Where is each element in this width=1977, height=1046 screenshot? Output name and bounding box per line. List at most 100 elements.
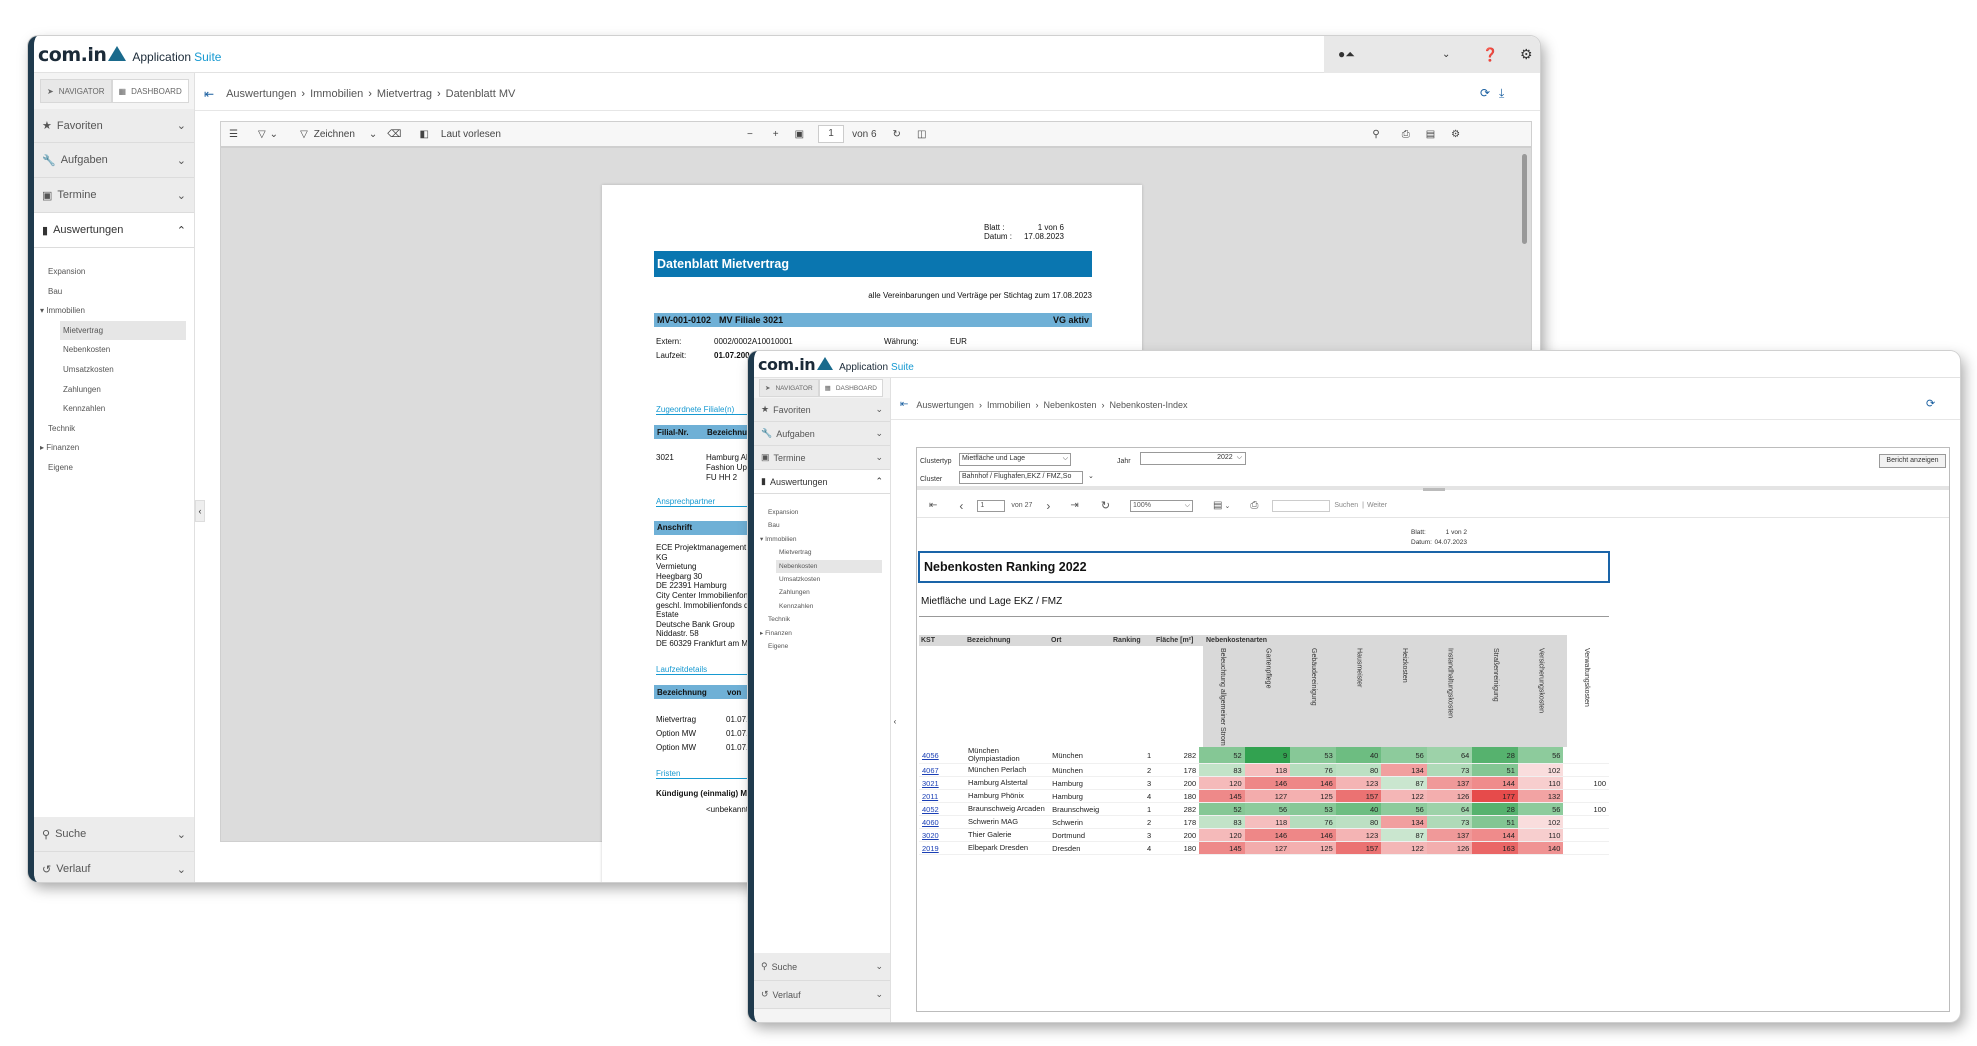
tab-navigator[interactable]: ➤ NAVIGATOR bbox=[40, 79, 112, 103]
tree-item-nebenkosten[interactable]: Nebenkosten bbox=[776, 559, 882, 574]
tab-dashboard[interactable]: ▦ DASHBOARD bbox=[111, 79, 189, 103]
tree-item-immobilien[interactable]: ▾ Immobilien bbox=[754, 533, 890, 546]
tree-item-finanzen[interactable]: ▸ Finanzen bbox=[754, 627, 890, 640]
tree-item-mietvertrag[interactable]: Mietvertrag bbox=[779, 549, 812, 557]
kst-link[interactable]: 3020 bbox=[919, 828, 966, 842]
eraser-icon[interactable]: ⌫ bbox=[387, 128, 402, 140]
save-icon[interactable]: ▤ bbox=[1425, 128, 1436, 140]
page-view-icon[interactable]: ◫ bbox=[916, 128, 927, 140]
kst-link[interactable]: 3021 bbox=[919, 776, 966, 790]
collapse-sidebar-handle[interactable]: ‹ bbox=[893, 717, 897, 726]
collapse-sidebar-handle[interactable]: ‹ bbox=[195, 500, 205, 522]
report-search-input[interactable] bbox=[1272, 499, 1331, 512]
refresh-icon[interactable]: ⟳ bbox=[1480, 86, 1491, 100]
clustertyp-select[interactable]: Mietfläche und Lage ⌵ bbox=[959, 453, 1071, 466]
accordion-aufgaben[interactable]: 🔧 Aufgaben ⌄ bbox=[754, 422, 890, 446]
zoom-out-icon[interactable]: − bbox=[746, 128, 753, 140]
accordion-auswertungen[interactable]: ▮ Auswertungen ⌃ bbox=[34, 213, 194, 248]
kst-link[interactable]: 4052 bbox=[919, 802, 966, 816]
contents-list-icon[interactable]: ☰ bbox=[229, 128, 238, 140]
search-link[interactable]: Suchen bbox=[1334, 502, 1359, 509]
tree-item-kennzahlen[interactable]: Kennzahlen bbox=[779, 602, 814, 610]
accordion-favoriten[interactable]: ★ Favoriten ⌄ bbox=[754, 398, 890, 422]
next-link[interactable]: Weiter bbox=[1366, 502, 1388, 509]
back-to-start-icon[interactable]: ⇤ bbox=[900, 399, 909, 410]
breadcrumb-item[interactable]: Auswertungen bbox=[916, 399, 974, 410]
show-report-button[interactable]: Bericht anzeigen bbox=[1879, 454, 1946, 468]
help-icon[interactable]: ❓ bbox=[1482, 46, 1499, 62]
reader-view-icon[interactable]: ◧ bbox=[419, 128, 429, 140]
tree-item-finanzen[interactable]: ▸ Finanzen bbox=[34, 438, 194, 458]
kst-link[interactable]: 4056 bbox=[919, 747, 966, 764]
breadcrumb-item[interactable]: Immobilien bbox=[986, 399, 1031, 410]
tree-item-nebenkosten[interactable]: Nebenkosten bbox=[63, 345, 111, 355]
tree-item-eigene[interactable]: Eigene bbox=[48, 462, 73, 472]
accordion-suche[interactable]: ⚲ Suche ⌄ bbox=[754, 953, 890, 981]
zoom-select[interactable]: 100% ⌵ bbox=[1130, 499, 1194, 512]
kst-link[interactable]: 4060 bbox=[919, 815, 966, 829]
jahr-select[interactable]: 2022 ⌵ bbox=[1140, 452, 1246, 465]
tree-item-bau[interactable]: Bau bbox=[768, 522, 780, 530]
user-icon[interactable]: ●⏶ bbox=[1338, 47, 1355, 61]
page-number-input[interactable]: 1 bbox=[977, 499, 1006, 512]
tree-item-immobilien[interactable]: ▾ Immobilien bbox=[34, 301, 194, 321]
pdf-settings-icon[interactable]: ⚙ bbox=[1451, 128, 1461, 140]
breadcrumb-item[interactable]: Auswertungen bbox=[226, 88, 297, 100]
tree-item-umsatzkosten[interactable]: Umsatzkosten bbox=[779, 576, 821, 584]
print-icon[interactable]: ⎙ bbox=[1401, 128, 1410, 140]
kst-link[interactable]: 2011 bbox=[919, 789, 966, 803]
export-save-icon[interactable]: ▤ bbox=[1213, 500, 1223, 511]
tree-item-umsatzkosten[interactable]: Umsatzkosten bbox=[63, 364, 114, 374]
fit-page-icon[interactable]: ▣ bbox=[794, 128, 805, 140]
rotate-icon[interactable]: ↻ bbox=[892, 128, 901, 140]
tree-item-eigene[interactable]: Eigene bbox=[768, 643, 789, 651]
refresh-icon[interactable]: ⟳ bbox=[1926, 398, 1936, 410]
print-icon[interactable]: ⎙ bbox=[1250, 500, 1259, 511]
pdf-scrollbar[interactable] bbox=[1522, 154, 1527, 244]
page-number-input[interactable]: 1 bbox=[818, 125, 845, 143]
accordion-favoriten[interactable]: ★ Favoriten ⌄ bbox=[34, 109, 194, 143]
kst-link[interactable]: 2019 bbox=[919, 841, 966, 855]
accordion-auswertungen[interactable]: ▮ Auswertungen ⌃ bbox=[754, 470, 890, 494]
breadcrumb-item[interactable]: Immobilien bbox=[310, 88, 364, 100]
tree-item-technik[interactable]: Technik bbox=[768, 616, 791, 624]
tree-item-technik[interactable]: Technik bbox=[48, 423, 76, 433]
splitter-handle[interactable] bbox=[1423, 488, 1445, 491]
download-icon[interactable]: ⤓ bbox=[1499, 86, 1505, 100]
draw-button[interactable]: Zeichnen bbox=[313, 128, 355, 140]
tab-navigator[interactable]: ➤ NAVIGATOR bbox=[759, 379, 819, 397]
accordion-termine[interactable]: ▣ Termine ⌄ bbox=[754, 446, 890, 470]
refresh-report-icon[interactable]: ↻ bbox=[1100, 500, 1111, 512]
tree-item-kennzahlen[interactable]: Kennzahlen bbox=[63, 404, 106, 414]
draw-icon[interactable]: ▽ bbox=[300, 128, 308, 140]
tree-item-zahlungen[interactable]: Zahlungen bbox=[779, 589, 810, 597]
chevron-down-icon[interactable]: ⌄ bbox=[368, 128, 378, 140]
accordion-suche[interactable]: ⚲ Suche ⌄ bbox=[34, 817, 194, 852]
tree-item-bau[interactable]: Bau bbox=[48, 286, 63, 296]
back-to-start-icon[interactable]: ⇤ bbox=[204, 87, 215, 101]
chevron-down-icon[interactable]: ⌄ bbox=[1088, 473, 1094, 480]
highlight-icon[interactable]: ▽ bbox=[257, 128, 266, 140]
accordion-termine[interactable]: ▣ Termine ⌄ bbox=[34, 178, 194, 213]
kst-link[interactable]: 4067 bbox=[919, 763, 966, 777]
tree-item-zahlungen[interactable]: Zahlungen bbox=[63, 384, 101, 394]
last-page-icon[interactable]: ⇥ bbox=[1070, 500, 1079, 511]
previous-page-icon[interactable]: ‹ bbox=[959, 498, 964, 513]
tree-item-expansion[interactable]: Expansion bbox=[768, 509, 799, 516]
tree-item-mietvertrag[interactable]: Mietvertrag bbox=[60, 320, 186, 341]
read-aloud-button[interactable]: Laut vorlesen bbox=[440, 128, 501, 140]
accordion-aufgaben[interactable]: 🔧 Aufgaben ⌄ bbox=[34, 143, 194, 178]
chevron-down-icon[interactable]: ⌄ bbox=[269, 128, 279, 140]
user-menu-chevron-icon[interactable]: ⌄ bbox=[1442, 49, 1451, 60]
settings-gear-icon[interactable]: ⚙ bbox=[1520, 46, 1533, 62]
accordion-verlauf[interactable]: ↺ Verlauf ⌄ bbox=[34, 852, 194, 882]
tab-dashboard[interactable]: ▦ DASHBOARD bbox=[818, 379, 883, 397]
tree-item-expansion[interactable]: Expansion bbox=[48, 267, 86, 276]
chevron-down-icon[interactable]: ⌄ bbox=[1224, 502, 1231, 510]
first-page-icon[interactable]: ⇤ bbox=[929, 500, 938, 511]
zoom-in-icon[interactable]: + bbox=[772, 128, 779, 140]
cluster-select[interactable]: Bahnhof / Flughafen,EKZ / FMZ,So bbox=[959, 471, 1083, 484]
find-icon[interactable]: ⚲ bbox=[1372, 128, 1380, 140]
breadcrumb-item[interactable]: Nebenkosten bbox=[1043, 399, 1097, 410]
breadcrumb-item[interactable]: Mietvertrag bbox=[376, 88, 432, 100]
